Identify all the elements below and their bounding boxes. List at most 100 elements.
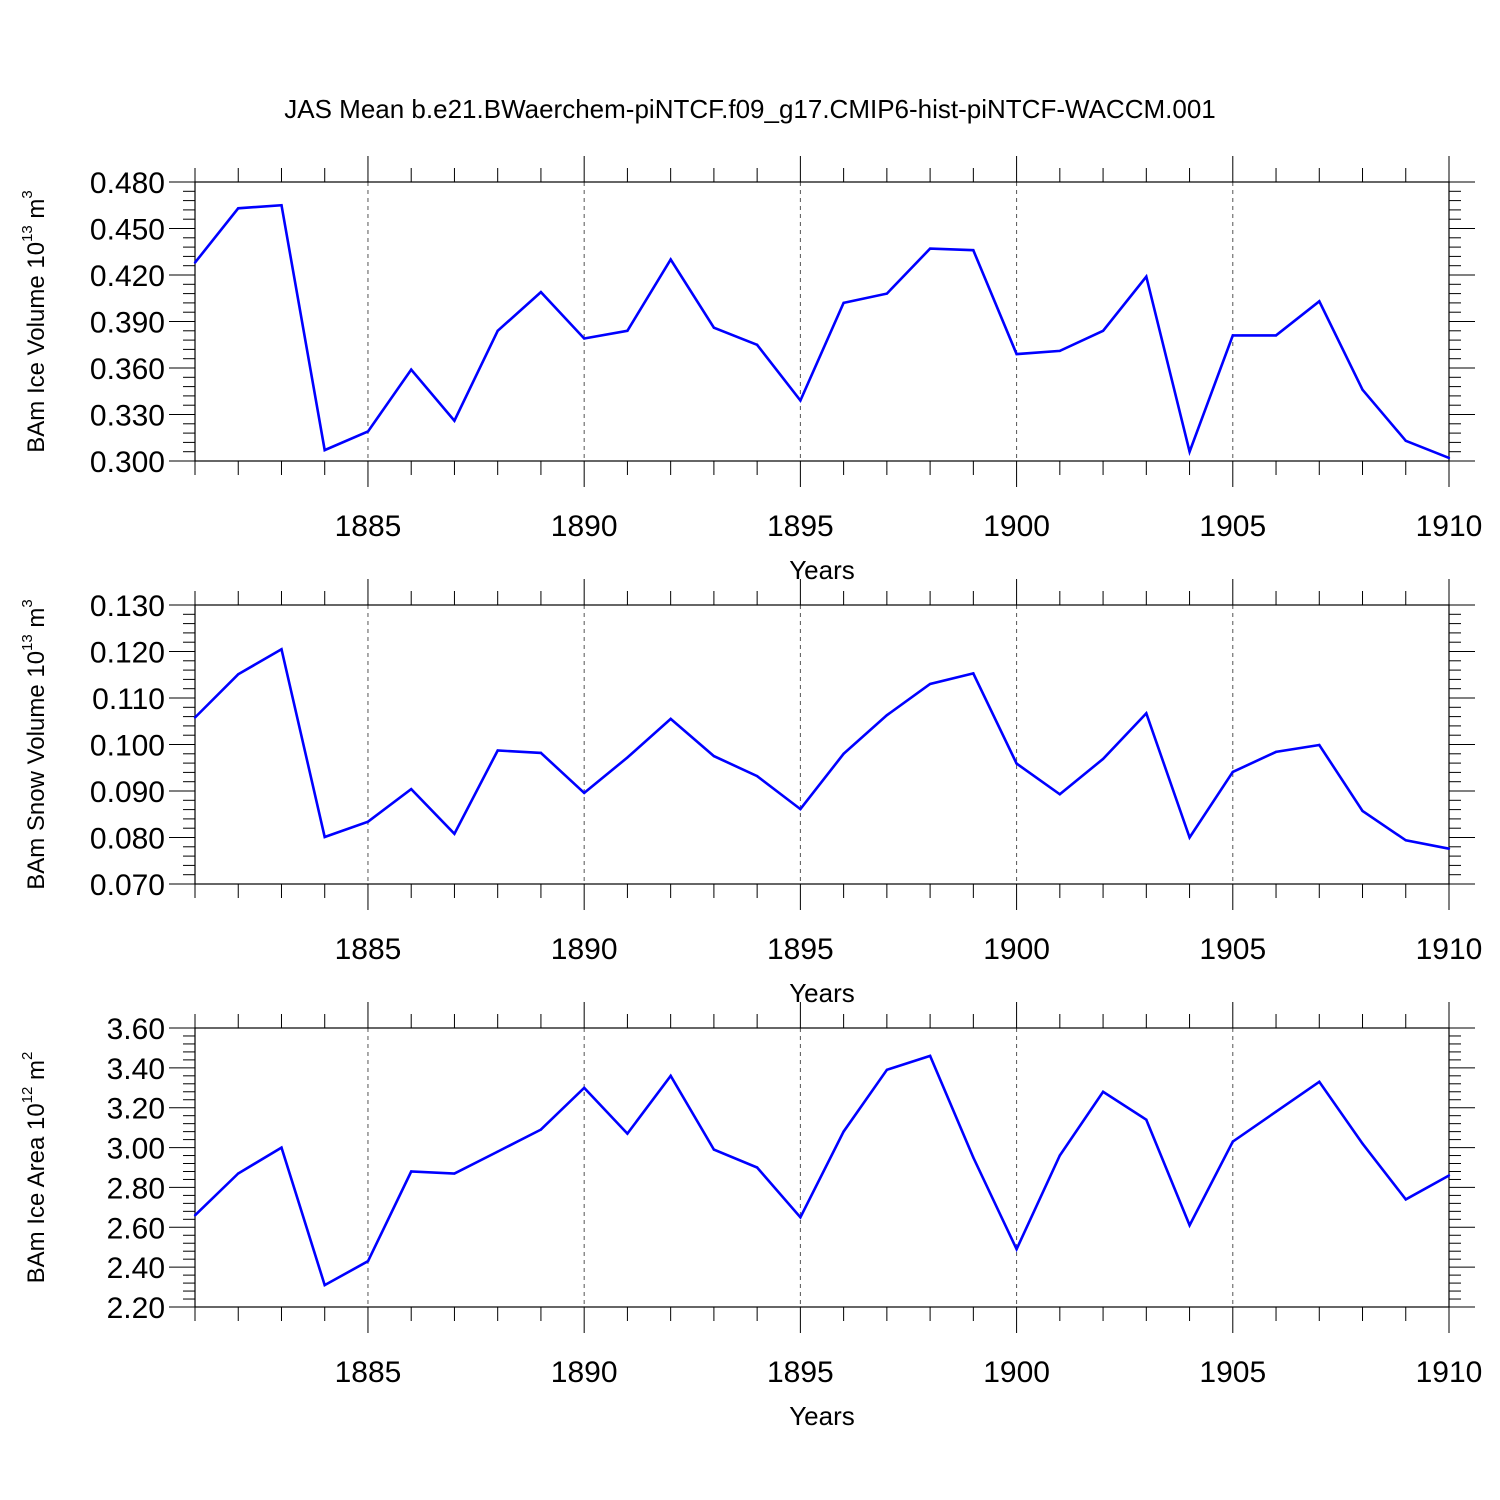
y-tick-label: 0.360 (90, 353, 165, 386)
data-point (453, 832, 456, 835)
x-tick-label: 1890 (551, 933, 618, 966)
data-point (799, 807, 802, 811)
data-point (1231, 770, 1234, 774)
data-point (1274, 1110, 1278, 1113)
data-point (1447, 847, 1451, 850)
y-axis-label-part: 13 (19, 225, 36, 242)
data-point (1101, 329, 1105, 332)
data-point (1404, 439, 1407, 443)
data-point (410, 368, 413, 371)
data-point (237, 673, 240, 676)
y-tick-label: 2.40 (107, 1252, 165, 1285)
chart-title: JAS Mean b.e21.BWaerchem-piNTCF.f09_g17.… (284, 94, 1215, 124)
data-point (755, 343, 759, 346)
series-line (193, 203, 1450, 460)
y-tick-label: 0.120 (90, 637, 165, 670)
data-point (496, 1150, 499, 1153)
data-point (712, 1148, 716, 1151)
data-point (280, 204, 283, 207)
y-axis-label-part: BAm Snow Volume 10 (23, 651, 50, 890)
data-point (1058, 793, 1062, 796)
data-point (1404, 839, 1407, 842)
data-point (1145, 1118, 1148, 1121)
data-point (1101, 1090, 1105, 1093)
data-point (193, 1214, 197, 1217)
x-tick-label: 1905 (1199, 933, 1266, 966)
data-point (755, 1166, 759, 1169)
y-tick-label: 0.450 (90, 214, 165, 247)
y-tick-label: 3.20 (107, 1093, 165, 1126)
y-axis-label-part: 13 (19, 634, 36, 651)
data-point (1447, 1174, 1451, 1177)
data-point (366, 430, 370, 433)
data-point (193, 716, 197, 719)
data-point (1015, 1248, 1018, 1251)
y-axis-label-part: m (23, 608, 50, 635)
panel-ice-area: 2.20 2.40 2.60 2.80 3.00 3.20 3.40 3.60 1885 1890… (19, 1002, 1482, 1431)
data-point (1447, 456, 1451, 460)
data-point (1058, 349, 1062, 353)
x-tick-label: 1885 (335, 933, 402, 966)
data-point (842, 301, 845, 305)
data-point (366, 1259, 370, 1263)
data-point (842, 1130, 845, 1133)
x-tick-label: 1910 (1416, 510, 1483, 543)
data-point (885, 292, 889, 295)
y-tick-label: 0.390 (90, 307, 165, 340)
x-tick-label: 1895 (767, 933, 834, 966)
y-tick-label: 0.110 (92, 683, 165, 716)
data-point (1318, 300, 1321, 303)
data-point (626, 756, 629, 759)
data-point (1318, 1080, 1321, 1084)
data-point (669, 1074, 672, 1078)
data-point (1015, 352, 1018, 356)
data-point (669, 258, 672, 261)
data-point (626, 329, 629, 332)
y-tick-label: 0.300 (90, 446, 165, 479)
data-point (582, 337, 586, 340)
data-point (1145, 275, 1148, 278)
data-point (280, 647, 283, 651)
y-axis-label-part: 3 (19, 190, 36, 198)
x-axis-label: Years (789, 555, 855, 585)
y-tick-label: 0.100 (90, 730, 165, 763)
y-axis-label: BAm Ice Area 1012 m2 (19, 1052, 50, 1284)
data-point (582, 1086, 586, 1089)
data-point (1145, 712, 1148, 715)
data-point (410, 787, 413, 791)
data-point (928, 247, 932, 250)
x-tick-label: 1895 (767, 1356, 834, 1389)
data-point (323, 448, 326, 452)
y-tick-label: 3.60 (107, 1013, 165, 1046)
plot-frame (194, 604, 1450, 885)
data-point (1015, 762, 1018, 765)
y-tick-label: 3.00 (107, 1133, 165, 1166)
panel-snow-volume: 0.070 0.080 0.090 0.100 0.110 0.120 0.130 1885 1… (19, 579, 1482, 1008)
y-axis-label-part: m (23, 1060, 50, 1087)
y-axis-label-part: 3 (19, 599, 36, 607)
data-point (1188, 1224, 1191, 1227)
data-point (972, 672, 975, 675)
y-tick-label: 2.80 (107, 1172, 165, 1205)
data-point (453, 419, 456, 422)
y-axis-label-part: 12 (19, 1087, 36, 1104)
data-point (193, 261, 197, 264)
data-point (1058, 1154, 1062, 1157)
x-tick-label: 1895 (767, 510, 834, 543)
panels: 0.300 0.330 0.360 0.390 0.420 0.450 0.480 1885 1… (19, 156, 1482, 1431)
data-point (1231, 1140, 1234, 1143)
data-point (928, 1054, 932, 1058)
y-tick-label: 0.330 (90, 400, 165, 433)
data-point (972, 1156, 975, 1159)
data-point (842, 752, 845, 755)
y-tick-label: 0.090 (90, 776, 165, 809)
y-tick-label: 0.480 (90, 167, 165, 200)
data-point (1318, 743, 1321, 747)
data-point (410, 1170, 413, 1173)
x-tick-label: 1900 (983, 1356, 1050, 1389)
series-line (194, 1054, 1450, 1288)
data-point (1231, 334, 1234, 337)
x-tick-label: 1905 (1199, 1356, 1266, 1389)
data-point (928, 682, 932, 686)
x-axis-label: Years (789, 1401, 855, 1431)
